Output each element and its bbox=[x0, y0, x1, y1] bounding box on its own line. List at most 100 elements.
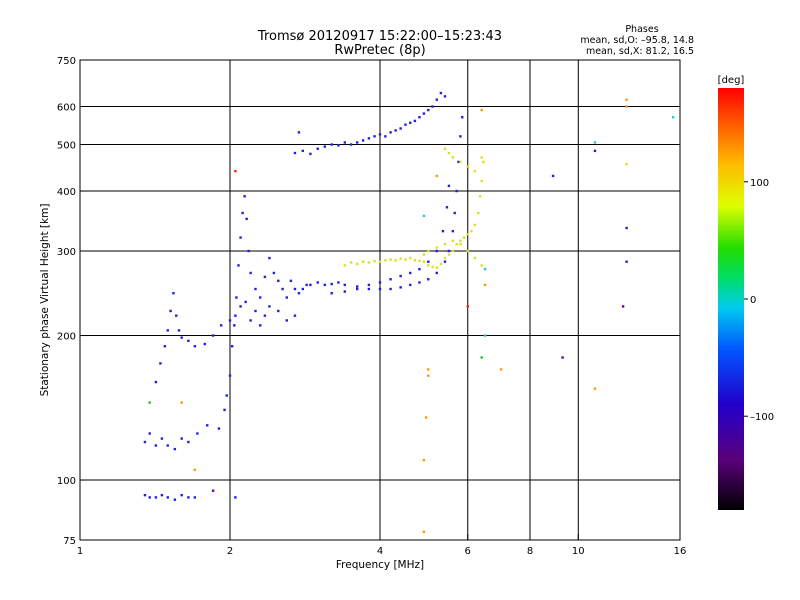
data-point bbox=[301, 149, 305, 153]
data-point bbox=[243, 195, 246, 198]
data-point bbox=[180, 437, 183, 440]
y-tick-label: 500 bbox=[57, 141, 76, 152]
data-point bbox=[259, 296, 262, 299]
data-point bbox=[230, 345, 234, 348]
data-point bbox=[413, 259, 417, 262]
data-point bbox=[483, 334, 487, 337]
y-axis-label: Stationary phase Virtual Height [km] bbox=[39, 204, 51, 397]
data-point bbox=[361, 139, 365, 142]
data-point bbox=[459, 135, 462, 138]
data-point bbox=[223, 408, 226, 412]
data-point bbox=[466, 305, 469, 308]
data-point bbox=[337, 144, 340, 147]
data-point bbox=[435, 271, 438, 275]
data-point bbox=[234, 496, 237, 499]
data-point bbox=[480, 264, 483, 267]
x-tick-label: 6 bbox=[465, 546, 471, 557]
stats-line-x: mean, sd,X: 81.2, 16.5 bbox=[586, 46, 694, 57]
data-point bbox=[462, 236, 466, 239]
data-point bbox=[187, 496, 190, 499]
data-point bbox=[203, 342, 206, 346]
data-point bbox=[409, 121, 412, 124]
data-point bbox=[173, 447, 177, 451]
data-point bbox=[427, 108, 430, 112]
data-point bbox=[247, 249, 250, 253]
data-point bbox=[447, 249, 451, 253]
data-point bbox=[384, 259, 387, 262]
data-point bbox=[180, 493, 183, 497]
data-point bbox=[272, 271, 276, 275]
y-tick-label: 300 bbox=[57, 247, 76, 258]
data-point bbox=[473, 256, 477, 260]
data-point bbox=[180, 401, 183, 404]
data-point bbox=[625, 162, 628, 166]
data-point bbox=[378, 287, 382, 291]
data-point bbox=[285, 319, 288, 322]
data-point bbox=[169, 309, 172, 313]
x-axis-label: Frequency [MHz] bbox=[336, 559, 424, 571]
y-axis-ticks: 75 100 200 300 400 500 600 750 bbox=[57, 56, 86, 547]
data-point bbox=[394, 129, 397, 132]
data-point bbox=[418, 116, 421, 119]
data-point bbox=[277, 279, 280, 283]
data-point bbox=[293, 287, 297, 291]
data-point bbox=[297, 292, 301, 295]
data-point bbox=[447, 151, 451, 155]
data-point bbox=[235, 296, 238, 299]
data-point bbox=[389, 131, 392, 134]
data-point bbox=[453, 211, 456, 215]
data-point bbox=[355, 285, 359, 288]
data-point bbox=[196, 432, 199, 435]
data-point bbox=[225, 394, 228, 397]
data-point bbox=[293, 314, 297, 317]
data-point bbox=[378, 281, 382, 284]
data-point bbox=[193, 496, 197, 499]
data-point bbox=[173, 498, 177, 501]
data-point bbox=[431, 265, 434, 269]
data-point bbox=[409, 271, 412, 275]
data-point bbox=[593, 141, 597, 144]
data-point bbox=[160, 493, 164, 497]
data-point bbox=[409, 283, 412, 287]
data-point bbox=[361, 260, 365, 263]
data-point bbox=[427, 368, 430, 371]
x-tick-label: 1 bbox=[77, 546, 83, 557]
y-tick-label: 600 bbox=[57, 103, 76, 114]
data-point bbox=[427, 264, 430, 267]
data-point bbox=[316, 281, 319, 284]
x-tick-label: 2 bbox=[227, 546, 233, 557]
data-point bbox=[466, 233, 469, 236]
data-point bbox=[404, 258, 407, 261]
colorbar-tick-label: 100 bbox=[750, 178, 769, 189]
data-point bbox=[439, 91, 443, 95]
data-point bbox=[349, 143, 353, 146]
data-point bbox=[551, 174, 555, 178]
data-point bbox=[297, 131, 301, 134]
data-point bbox=[399, 274, 402, 278]
data-point bbox=[166, 329, 169, 332]
data-point bbox=[343, 141, 347, 144]
data-point bbox=[355, 287, 359, 291]
data-point bbox=[355, 262, 359, 266]
data-point bbox=[228, 374, 232, 377]
data-point bbox=[447, 253, 451, 256]
data-point bbox=[418, 267, 421, 271]
data-point bbox=[154, 380, 158, 384]
data-point bbox=[422, 260, 426, 263]
data-point bbox=[443, 147, 447, 150]
data-point bbox=[480, 356, 483, 359]
data-point bbox=[424, 416, 428, 419]
data-point bbox=[483, 283, 487, 287]
data-point bbox=[154, 444, 158, 447]
data-point bbox=[219, 324, 223, 327]
data-point bbox=[435, 246, 438, 249]
data-point bbox=[241, 211, 244, 215]
data-point bbox=[431, 105, 434, 108]
data-point bbox=[367, 287, 371, 291]
data-point bbox=[263, 314, 267, 317]
data-point bbox=[373, 135, 376, 138]
x-tick-label: 8 bbox=[527, 546, 533, 557]
data-point bbox=[330, 143, 333, 146]
data-point bbox=[239, 305, 242, 308]
data-point bbox=[237, 264, 240, 267]
